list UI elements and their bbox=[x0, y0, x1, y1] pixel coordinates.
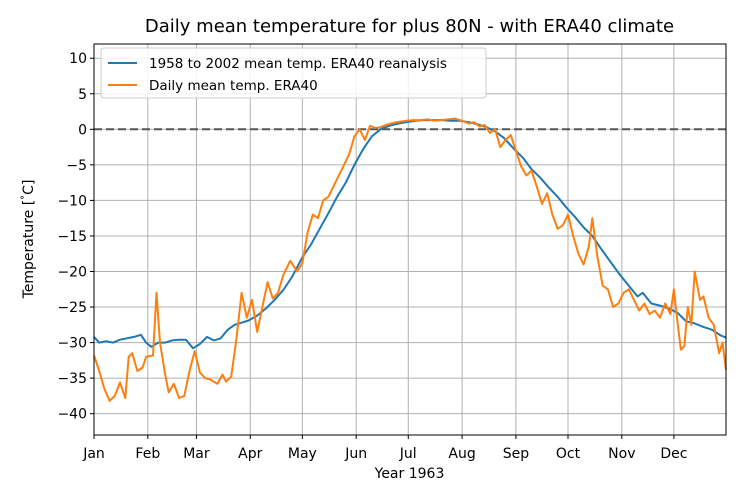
x-tick-label: Apr bbox=[238, 446, 262, 462]
y-tick-label: 5 bbox=[78, 87, 87, 103]
x-axis-title: Year 1963 bbox=[374, 466, 445, 482]
x-tick-label: Jun bbox=[344, 446, 367, 462]
x-tick-label: May bbox=[288, 446, 317, 462]
y-axis-title: Temperature [°C] bbox=[20, 180, 37, 300]
legend-label: 1958 to 2002 mean temp. ERA40 reanalysis bbox=[149, 56, 447, 72]
x-axis: Jan Feb Mar Apr May Jun Jul Aug Sep Oct Nov Dec bbox=[82, 435, 687, 462]
y-tick-label: −15 bbox=[57, 229, 87, 245]
y-axis-title-degree: ° bbox=[20, 195, 31, 200]
series-lines bbox=[93, 117, 727, 402]
y-tick-label: −30 bbox=[57, 336, 87, 352]
y-tick-label: −10 bbox=[57, 193, 87, 209]
series-line-2 bbox=[93, 117, 727, 402]
y-axis: 10 5 0 −5 −10 −15 −20 −25 −30 −35 −40 bbox=[57, 51, 94, 423]
x-tick-label: Oct bbox=[556, 446, 581, 462]
y-tick-label: −40 bbox=[57, 407, 87, 423]
x-tick-label: Feb bbox=[135, 446, 160, 462]
legend-box bbox=[100, 47, 487, 99]
x-tick-label: Dec bbox=[660, 446, 687, 462]
x-tick-label: Sep bbox=[503, 446, 530, 462]
y-tick-label: 10 bbox=[69, 51, 87, 67]
plot-frame bbox=[93, 43, 727, 436]
x-tick-label: Jan bbox=[82, 446, 105, 462]
y-tick-label: −20 bbox=[57, 264, 87, 280]
x-tick-label: Aug bbox=[448, 446, 475, 462]
legend-label: Daily mean temp. ERA40 bbox=[149, 78, 318, 94]
x-tick-label: Jul bbox=[399, 446, 417, 462]
x-tick-label: Mar bbox=[183, 446, 210, 462]
x-tick-label: Nov bbox=[608, 446, 635, 462]
legend: 1958 to 2002 mean temp. ERA40 reanalysis… bbox=[100, 47, 487, 99]
y-tick-label: −35 bbox=[57, 371, 87, 387]
y-axis-title-unit: C] bbox=[21, 180, 37, 195]
chart-title: Daily mean temperature for plus 80N - wi… bbox=[145, 16, 674, 37]
series-line-1 bbox=[93, 119, 727, 350]
y-tick-label: 0 bbox=[78, 122, 87, 138]
y-axis-title-text: Temperature [ bbox=[21, 200, 37, 300]
y-tick-label: −25 bbox=[57, 300, 87, 316]
y-tick-label: −5 bbox=[66, 158, 87, 174]
